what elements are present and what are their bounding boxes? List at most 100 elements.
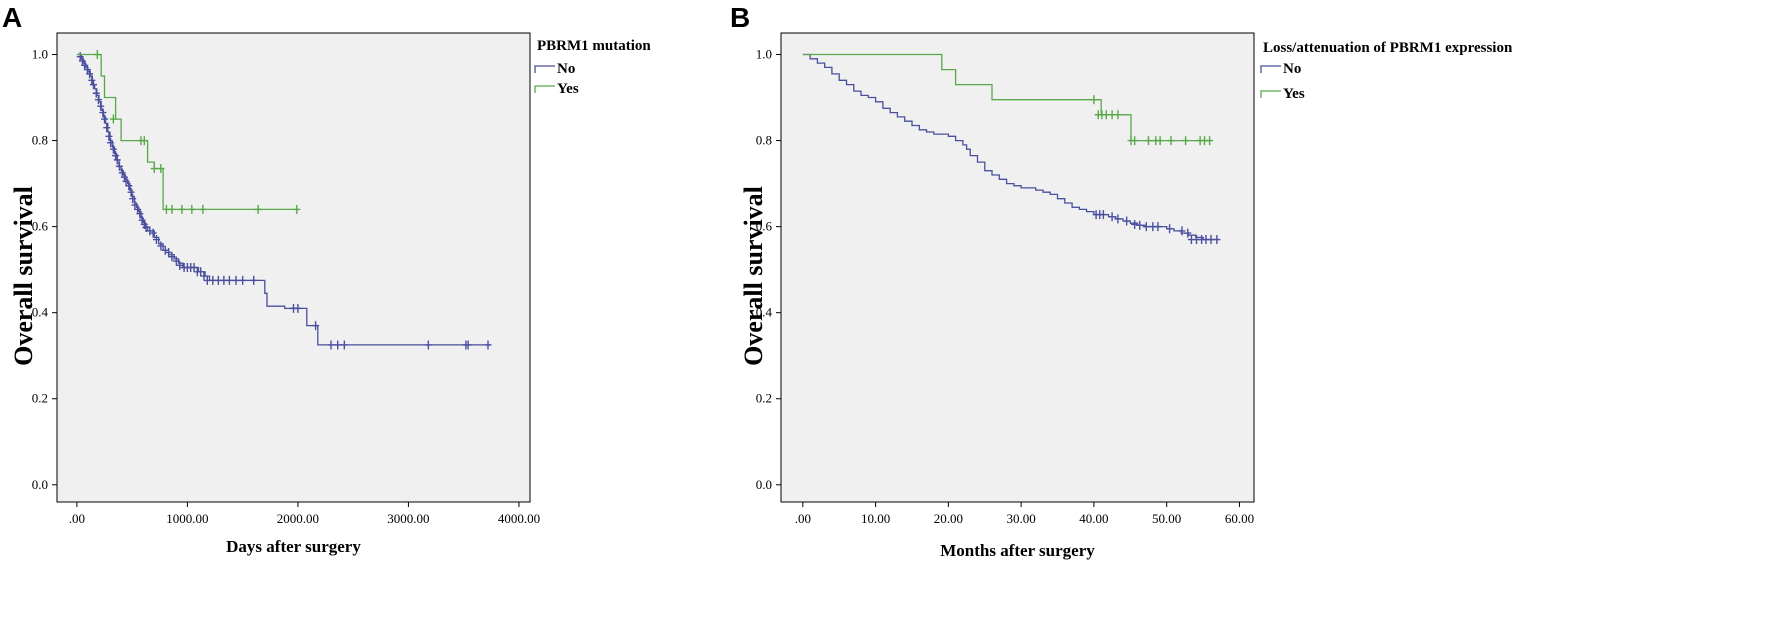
censor-mark-yes (1156, 136, 1164, 146)
y-axis-label: Overall survival (9, 186, 38, 366)
censor-mark-no (105, 131, 113, 141)
y-tick-label: 0.8 (756, 133, 772, 148)
censor-mark-yes (1182, 136, 1190, 146)
censor-mark-yes (1167, 136, 1175, 146)
censor-mark-no (149, 228, 157, 238)
y-tick-label: 1.0 (756, 47, 772, 62)
censor-mark-no (340, 340, 348, 350)
censor-mark-no (161, 245, 169, 255)
censor-mark-no (200, 271, 208, 281)
censor-mark-no (312, 321, 320, 331)
legend-item-yes: Yes (557, 81, 579, 97)
censor-mark-yes (157, 164, 165, 174)
legend: PBRM1 mutation No Yes (534, 38, 651, 97)
legend-swatch-no (1260, 65, 1281, 73)
legend-title: Loss/attenuation of PBRM1 expression (1263, 40, 1513, 56)
censor-mark-yes (1144, 136, 1152, 146)
censor-mark-no (86, 69, 94, 79)
censor-mark-no (464, 340, 472, 350)
censor-mark-no (168, 252, 176, 262)
survival-curve-yes (802, 53, 1211, 142)
censor-mark-yes (199, 204, 207, 214)
censor-mark-no (1114, 214, 1122, 224)
x-tick-label: 2000.00 (277, 511, 319, 526)
censor-mark-yes (1206, 136, 1214, 146)
legend-title: PBRM1 mutation (537, 38, 651, 54)
censor-mark-no (1213, 235, 1221, 245)
censor-mark-no (89, 80, 97, 90)
censor-mark-no (1136, 220, 1144, 230)
censor-mark-no (232, 275, 240, 285)
km-panel-b: B Overall survival 0.0 0.2 0.4 0.6 0.8 1.0 .00 10… (730, 2, 1513, 560)
censor-mark-yes (1114, 110, 1122, 120)
km-panel-a: A Overall survival 0.0 0.2 0.4 0.6 0.8 1.0 .00 10… (2, 2, 651, 556)
censor-mark-no (1108, 212, 1116, 222)
censor-mark-no (197, 267, 205, 277)
censor-mark-no (424, 340, 432, 350)
legend-swatch-no (534, 65, 555, 73)
plot-area (780, 32, 1255, 503)
plot-area (56, 32, 531, 503)
x-tick-label: 10.00 (861, 511, 890, 526)
y-tick-label: 0.0 (32, 477, 48, 492)
censor-mark-no (1099, 210, 1107, 220)
y-tick-label: 0.8 (32, 133, 48, 148)
y-tick-label: 0.2 (32, 391, 48, 406)
censor-mark-no (1142, 222, 1150, 232)
censor-mark-no (225, 275, 233, 285)
legend: Loss/attenuation of PBRM1 expression No Ye… (1260, 40, 1513, 102)
censor-mark-no (113, 155, 121, 165)
x-tick-label: 30.00 (1007, 511, 1036, 526)
censor-mark-yes (1131, 136, 1139, 146)
censor-mark-no (176, 260, 184, 270)
censor-mark-no (334, 340, 342, 350)
censor-mark-no (103, 123, 111, 133)
y-tick-label: 0.6 (32, 219, 49, 234)
censor-mark-no (250, 275, 258, 285)
x-tick-label: .00 (795, 511, 811, 526)
censor-mark-yes (93, 50, 101, 60)
legend-item-yes: Yes (1283, 86, 1305, 102)
censor-mark-no (157, 241, 165, 251)
censor-mark-no (1123, 216, 1131, 226)
panel-label: A (2, 2, 22, 33)
censor-mark-no (484, 340, 492, 350)
censor-mark-no (127, 187, 135, 197)
survival-curve-no (802, 53, 1218, 241)
censor-mark-no (115, 161, 123, 171)
censor-mark-no (94, 95, 102, 105)
y-tick-label: 0.2 (756, 391, 772, 406)
censor-mark-no (125, 181, 133, 191)
x-axis-label: Days after surgery (226, 537, 361, 556)
censor-mark-no (1178, 226, 1186, 236)
censor-mark-no (146, 226, 154, 236)
x-tick-label: .00 (69, 511, 85, 526)
censor-mark-yes (168, 204, 176, 214)
censor-mark-yes (1090, 95, 1098, 105)
censor-mark-no (129, 194, 137, 204)
y-tick-label: 0.4 (32, 305, 49, 320)
censor-mark-no (1166, 224, 1174, 234)
censor-mark-no (1154, 222, 1162, 232)
x-tick-label: 20.00 (934, 511, 963, 526)
y-tick-label: 0.4 (756, 305, 773, 320)
censor-mark-no (172, 256, 180, 266)
x-tick-label: 60.00 (1225, 511, 1254, 526)
censor-mark-yes (140, 136, 148, 146)
y-axis-label: Overall survival (739, 186, 768, 366)
legend-swatch-yes (1260, 90, 1281, 98)
x-tick-label: 40.00 (1079, 511, 1108, 526)
legend-item-no: No (1283, 61, 1301, 77)
censor-mark-no (165, 247, 173, 257)
censor-mark-no (92, 88, 100, 98)
legend-swatch-yes (534, 85, 555, 93)
censor-mark-yes (293, 204, 301, 214)
censor-mark-no (107, 138, 115, 148)
censor-mark-no (327, 340, 335, 350)
censor-mark-no (1131, 219, 1139, 229)
y-tick-label: 1.0 (32, 47, 48, 62)
x-tick-label: 3000.00 (387, 511, 429, 526)
censor-mark-yes (109, 114, 117, 124)
censor-mark-no (142, 222, 150, 232)
